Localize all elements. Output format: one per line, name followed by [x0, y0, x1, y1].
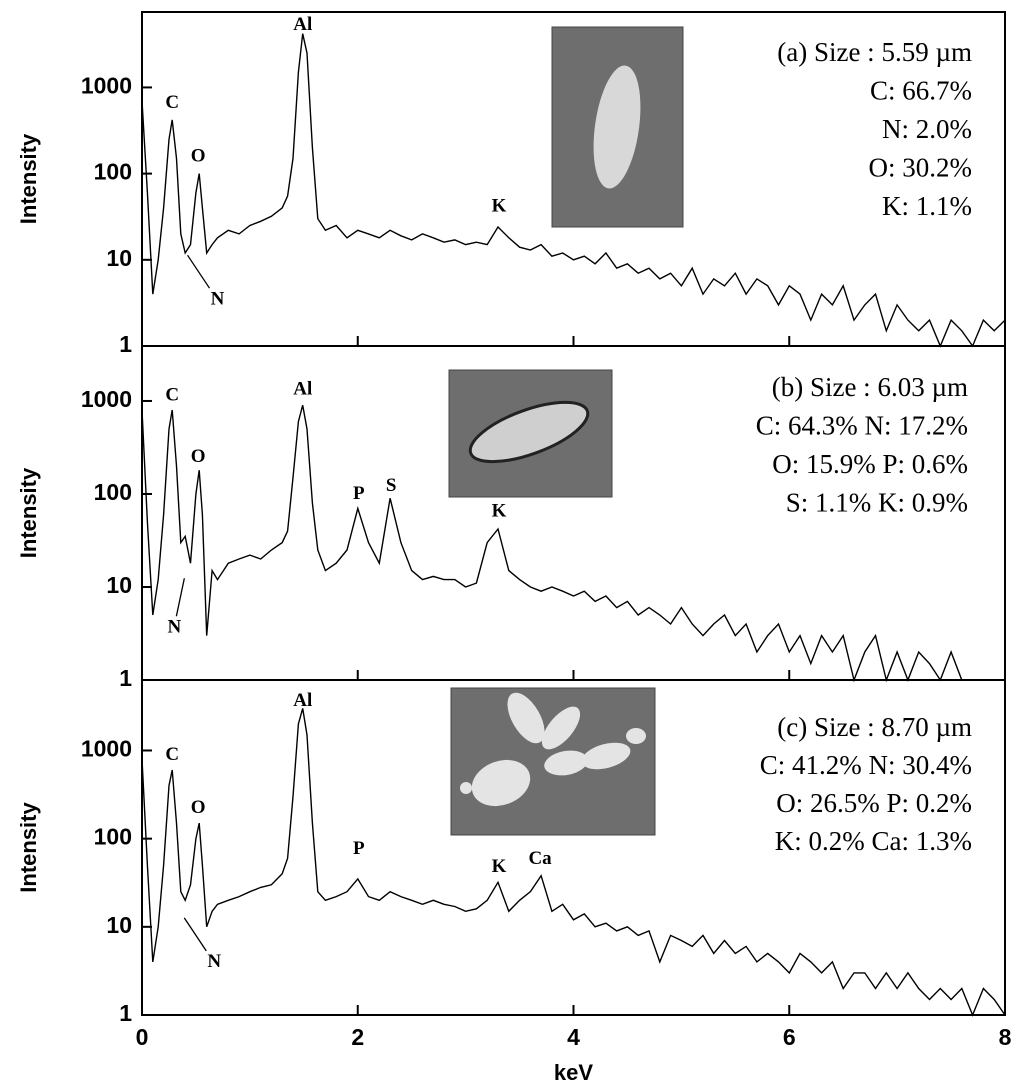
composition-text: C: 64.3% N: 17.2% — [756, 411, 968, 441]
peak-label: N — [211, 289, 225, 310]
peak-label: O — [191, 797, 206, 818]
composition-text: O: 15.9% P: 0.6% — [772, 449, 968, 479]
y-tick-label: 1000 — [81, 386, 132, 412]
y-tick-label: 100 — [94, 479, 132, 505]
particle — [581, 742, 631, 770]
peak-label: P — [353, 483, 365, 504]
composition-text: O: 26.5% P: 0.2% — [776, 788, 972, 818]
peak-label: C — [165, 744, 179, 765]
spectrum-line — [141, 405, 1005, 683]
peak-label: O — [191, 146, 206, 167]
peak-label: S — [386, 475, 397, 496]
particle — [460, 782, 472, 794]
composition-text: K: 0.2% Ca: 1.3% — [775, 826, 972, 856]
y-tick-label: 1 — [119, 665, 132, 691]
y-tick-label: 10 — [106, 572, 132, 598]
x-tick-label: 0 — [136, 1024, 149, 1050]
peak-label: K — [492, 500, 507, 521]
composition-text: O: 30.2% — [869, 153, 973, 183]
x-tick-label: 6 — [783, 1024, 796, 1050]
particle — [593, 65, 641, 189]
composition-text: (b) Size : 6.03 µm — [772, 372, 968, 402]
composition-text: K: 1.1% — [882, 191, 972, 221]
particle — [468, 400, 590, 464]
y-axis-label: Intensity — [16, 467, 41, 558]
composition-text: S: 1.1% K: 0.9% — [786, 488, 968, 518]
y-tick-label: 100 — [94, 824, 132, 850]
y-tick-label: 1 — [119, 1000, 132, 1026]
particle — [626, 728, 646, 744]
particle — [507, 692, 545, 744]
particle — [544, 750, 588, 776]
peak-label: C — [165, 92, 179, 113]
y-axis-label: Intensity — [16, 802, 41, 893]
composition-text: C: 66.7% — [870, 76, 972, 106]
x-tick-label: 2 — [351, 1024, 364, 1050]
y-tick-label: 1 — [119, 331, 132, 357]
y-tick-label: 1000 — [81, 73, 132, 99]
x-tick-label: 4 — [567, 1024, 580, 1050]
composition-text: (a) Size : 5.59 µm — [777, 37, 972, 67]
peak-label: P — [353, 838, 365, 859]
composition-text: C: 41.2% N: 30.4% — [760, 750, 972, 780]
particle — [541, 706, 581, 750]
peak-label: K — [492, 856, 507, 877]
peak-label: K — [492, 195, 507, 216]
composition-text: (c) Size : 8.70 µm — [777, 712, 972, 742]
y-tick-label: 100 — [94, 159, 132, 185]
y-axis-label: Intensity — [16, 133, 41, 224]
spectrum-line — [141, 708, 1006, 1017]
peak-label: C — [165, 384, 179, 405]
peak-label: Al — [293, 379, 312, 400]
y-tick-label: 1000 — [81, 736, 132, 762]
x-axis-label: keV — [554, 1060, 593, 1085]
peak-label: O — [191, 446, 206, 467]
spectrum-line — [141, 33, 1006, 348]
peak-label: N — [207, 951, 221, 972]
composition-text: N: 2.0% — [882, 114, 972, 144]
peak-label: Al — [293, 690, 312, 711]
particle — [471, 759, 531, 807]
y-tick-label: 10 — [106, 912, 132, 938]
x-tick-label: 8 — [999, 1024, 1012, 1050]
arrow — [175, 578, 185, 617]
peak-label: Al — [293, 14, 312, 35]
arrow — [186, 254, 211, 289]
peak-label: Ca — [528, 848, 552, 869]
y-tick-label: 10 — [106, 245, 132, 271]
arrow — [183, 917, 207, 952]
peak-label: N — [167, 617, 181, 638]
